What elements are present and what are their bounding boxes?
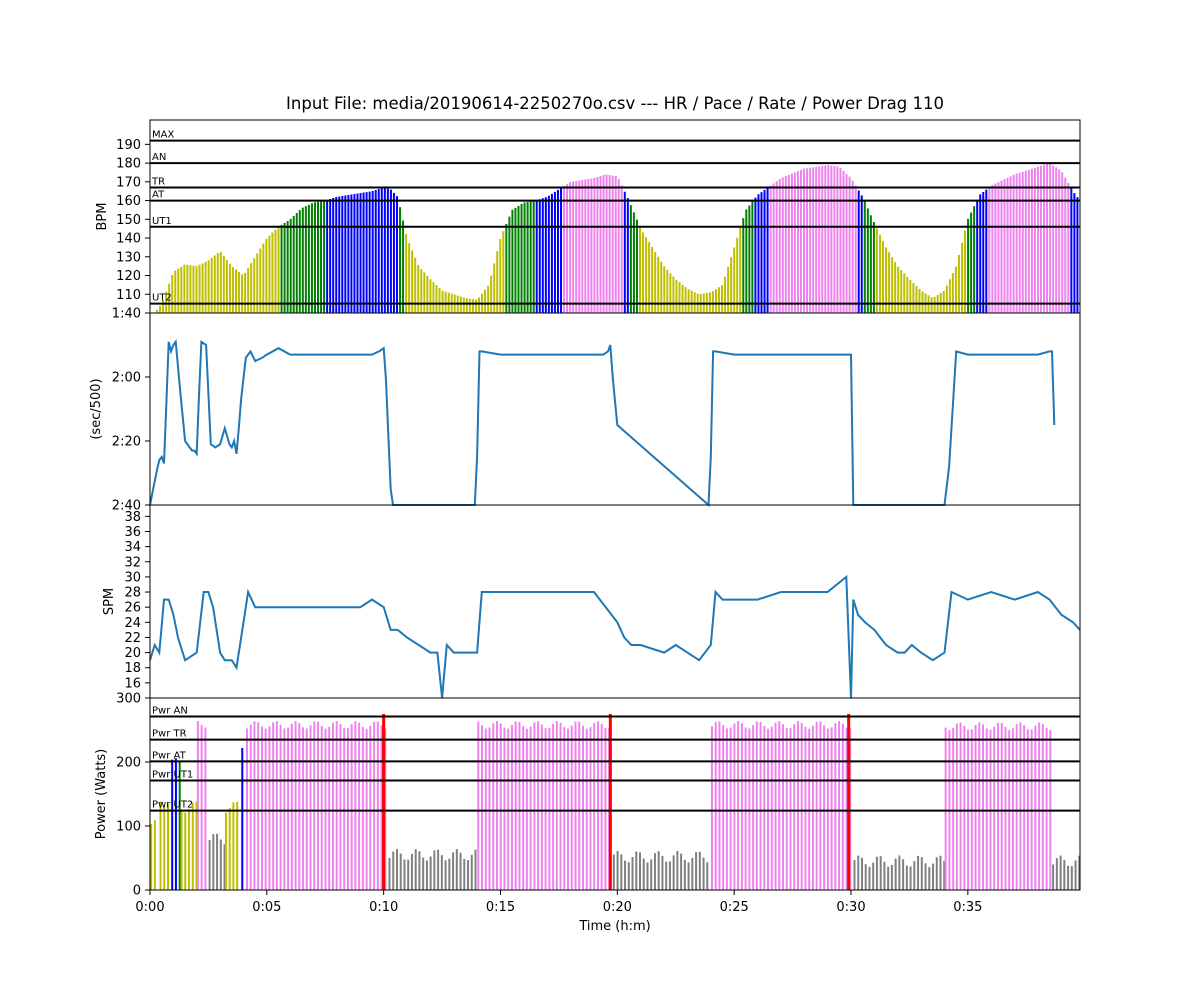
- hr-zone-label: UT2: [152, 293, 172, 304]
- power-tick-label: 100: [116, 820, 141, 835]
- spm-tick-label: 30: [124, 570, 141, 585]
- spm-tick-label: 22: [124, 631, 141, 646]
- hr-axis-label: BPM: [95, 203, 110, 231]
- spm-tick-label: 28: [124, 586, 141, 601]
- pace-tick-label: 2:40: [112, 499, 141, 514]
- x-tick-label: 0:20: [603, 900, 632, 915]
- x-tick-label: 0:00: [135, 900, 164, 915]
- x-tick-label: 0:35: [953, 900, 982, 915]
- x-tick-label: 0:30: [836, 900, 865, 915]
- hr-zone-label: MAX: [152, 130, 174, 141]
- hr-tick-label: 140: [116, 232, 141, 247]
- hr-tick-label: 110: [116, 288, 141, 303]
- spm-line: [149, 574, 1081, 699]
- hr-zone-label: TR: [151, 176, 165, 187]
- hr-tick-label: 170: [116, 175, 141, 190]
- hr-tick-label: 150: [116, 213, 141, 228]
- spm-tick-label: 36: [124, 525, 141, 540]
- hr-tick-label: 120: [116, 269, 141, 284]
- pace-axis-label: (sec/500): [89, 378, 104, 439]
- spm-tick-label: 18: [124, 661, 141, 676]
- x-axis-label: Time (h:m): [578, 919, 650, 934]
- hr-tick-label: 130: [116, 250, 141, 265]
- pace-tick-label: 2:00: [112, 371, 141, 386]
- x-tick-label: 0:10: [369, 900, 398, 915]
- hr-tick-label: 180: [116, 157, 141, 172]
- pace-tick-label: 1:40: [112, 307, 141, 322]
- power-tick-label: 200: [116, 756, 141, 771]
- pace-tick-label: 2:20: [112, 435, 141, 450]
- pace-line: [149, 339, 1056, 508]
- power-zone-label: Pwr TR: [152, 729, 187, 740]
- chart-title: Input File: media/20190614-2250270o.csv …: [286, 94, 944, 113]
- spm-axis-label: SPM: [102, 588, 117, 615]
- power-zone-label: Pwr UT2: [152, 800, 193, 811]
- x-tick-label: 0:15: [486, 900, 515, 915]
- power-tick-label: 0: [133, 884, 141, 899]
- spm-tick-label: 20: [124, 646, 141, 661]
- panel-frame-4: [149, 697, 1081, 891]
- spm-tick-label: 26: [124, 601, 141, 616]
- hr-tick-label: 190: [116, 138, 141, 153]
- spm-tick-label: 34: [124, 540, 141, 555]
- spm-tick-label: 24: [124, 616, 141, 631]
- power-zone-label: Pwr AT: [152, 750, 187, 761]
- hr-zone-label: AT: [152, 190, 165, 201]
- panel-frame-3: [149, 504, 1081, 699]
- spm-tick-label: 16: [124, 676, 141, 691]
- power-zone-label: Pwr AN: [152, 706, 188, 717]
- power-zone-label: Pwr UT1: [152, 770, 193, 781]
- x-tick-label: 0:05: [252, 900, 281, 915]
- spm-tick-label: 38: [124, 510, 141, 525]
- power-axis-label: Power (Watts): [94, 749, 109, 840]
- x-tick-label: 0:25: [720, 900, 749, 915]
- hr-tick-label: 160: [116, 194, 141, 209]
- hr-zone-label: UT1: [152, 216, 172, 227]
- power-tick-label: 300: [116, 692, 141, 707]
- spm-tick-label: 32: [124, 555, 141, 570]
- hr-zone-label: AN: [152, 152, 166, 163]
